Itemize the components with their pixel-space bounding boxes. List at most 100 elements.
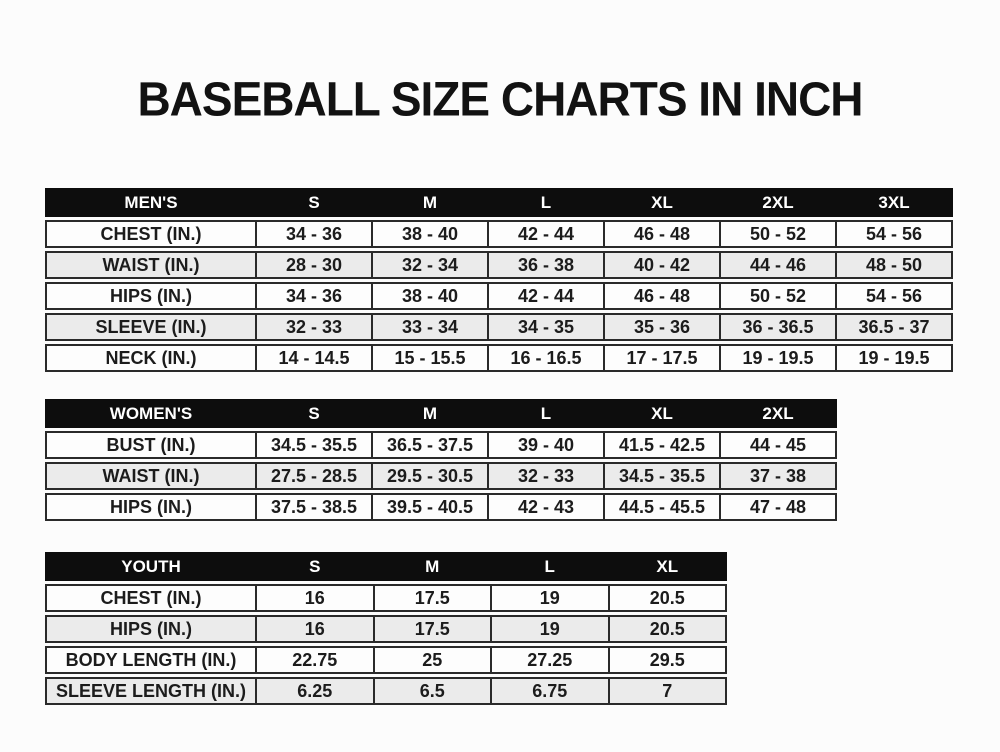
column-header: M <box>373 401 489 426</box>
column-header: M <box>373 190 489 215</box>
size-value: 29.5 - 30.5 <box>373 464 489 488</box>
size-value: 36.5 - 37.5 <box>373 433 489 457</box>
column-header: XL <box>605 190 721 215</box>
page-title: BASEBALL SIZE CHARTS IN INCH <box>137 71 863 126</box>
column-header: S <box>257 190 373 215</box>
womens-header-row: WOMEN'S S M L XL 2XL <box>45 399 837 428</box>
column-header: M <box>375 554 492 579</box>
size-value: 28 - 30 <box>257 253 373 277</box>
size-value: 34 - 35 <box>489 315 605 339</box>
size-value: 36 - 38 <box>489 253 605 277</box>
row-label: NECK (IN.) <box>47 346 257 370</box>
table-row: SLEEVE (IN.) 32 - 33 33 - 34 34 - 35 35 - 36… <box>45 313 953 341</box>
row-label: CHEST (IN.) <box>47 586 257 610</box>
size-value: 32 - 34 <box>373 253 489 277</box>
column-header: L <box>489 190 605 215</box>
size-value: 38 - 40 <box>373 284 489 308</box>
row-label: CHEST (IN.) <box>47 222 257 246</box>
size-value: 36 - 36.5 <box>721 315 837 339</box>
size-value: 54 - 56 <box>865 285 923 306</box>
size-value: 38 - 40 <box>373 222 489 246</box>
size-value: 37.5 - 38.5 <box>257 495 373 519</box>
size-value: 42 - 44 <box>489 284 605 308</box>
size-value: 19 <box>492 617 610 641</box>
column-header: S <box>257 554 375 579</box>
womens-size-table: WOMEN'S S M L XL 2XL BUST (IN.) 34.5 - 35.5 36.5… <box>45 399 837 521</box>
column-header: 3XL <box>878 192 910 212</box>
size-value: 6.75 <box>492 679 610 703</box>
tables: MEN'S S M L XL 2XL 3XL CHEST (IN.) 34 - 36 38 - 4… <box>45 188 1000 705</box>
size-value: 16 <box>257 586 375 610</box>
size-value: 36.5 - 37 <box>858 316 930 337</box>
size-value: 6.25 <box>257 679 375 703</box>
table-row: HIPS (IN.) 37.5 - 38.5 39.5 - 40.5 42 - 43 4… <box>45 493 837 521</box>
table-row: BUST (IN.) 34.5 - 35.5 36.5 - 37.5 39 - 40 4… <box>45 431 837 459</box>
mens-size-table: MEN'S S M L XL 2XL 3XL CHEST (IN.) 34 - 36 38 - 4… <box>45 188 953 372</box>
column-header: L <box>492 554 610 579</box>
size-value: 17 - 17.5 <box>605 346 721 370</box>
column-header: XL <box>656 556 679 576</box>
table-row: CHEST (IN.) 34 - 36 38 - 40 42 - 44 46 - 48 5… <box>45 220 953 248</box>
table-row: BODY LENGTH (IN.) 22.75 25 27.25 29.5 <box>45 646 727 674</box>
table-row: WAIST (IN.) 27.5 - 28.5 29.5 - 30.5 32 - 33… <box>45 462 837 490</box>
table-row: HIPS (IN.) 16 17.5 19 20.5 <box>45 615 727 643</box>
size-value: 41.5 - 42.5 <box>605 433 721 457</box>
size-value: 37 - 38 <box>749 465 807 486</box>
size-value: 40 - 42 <box>605 253 721 277</box>
size-value: 34.5 - 35.5 <box>257 433 373 457</box>
size-value: 32 - 33 <box>489 464 605 488</box>
size-value: 50 - 52 <box>721 284 837 308</box>
youth-size-table: YOUTH S M L XL CHEST (IN.) 16 17.5 19 20.5 HIPS (I… <box>45 552 727 705</box>
size-value: 19 <box>492 586 610 610</box>
row-label: HIPS (IN.) <box>47 495 257 519</box>
row-label: HIPS (IN.) <box>47 617 257 641</box>
size-value: 44 - 46 <box>721 253 837 277</box>
size-value: 39.5 - 40.5 <box>373 495 489 519</box>
column-header: L <box>489 401 605 426</box>
size-value: 15 - 15.5 <box>373 346 489 370</box>
column-header: 2XL <box>762 403 794 423</box>
table-row: CHEST (IN.) 16 17.5 19 20.5 <box>45 584 727 612</box>
size-value: 6.5 <box>375 679 492 703</box>
row-label: HIPS (IN.) <box>47 284 257 308</box>
size-value: 17.5 <box>375 586 492 610</box>
size-value: 25 <box>375 648 492 672</box>
size-value: 29.5 <box>649 649 685 670</box>
size-value: 34 - 36 <box>257 284 373 308</box>
size-value: 16 <box>257 617 375 641</box>
table-row: SLEEVE LENGTH (IN.) 6.25 6.5 6.75 7 <box>45 677 727 705</box>
column-header: XL <box>605 401 721 426</box>
row-label: WAIST (IN.) <box>47 464 257 488</box>
table-title-cell: MEN'S <box>47 190 257 215</box>
size-value: 16 - 16.5 <box>489 346 605 370</box>
size-value: 42 - 43 <box>489 495 605 519</box>
size-value: 47 - 48 <box>749 496 807 517</box>
size-value: 50 - 52 <box>721 222 837 246</box>
size-value: 32 - 33 <box>257 315 373 339</box>
table-row: NECK (IN.) 14 - 14.5 15 - 15.5 16 - 16.5 17 … <box>45 344 953 372</box>
size-value: 42 - 44 <box>489 222 605 246</box>
mens-header-row: MEN'S S M L XL 2XL 3XL <box>45 188 953 217</box>
size-value: 20.5 <box>649 587 685 608</box>
row-label: BODY LENGTH (IN.) <box>47 648 257 672</box>
table-row: HIPS (IN.) 34 - 36 38 - 40 42 - 44 46 - 48 50… <box>45 282 953 310</box>
size-value: 7 <box>662 680 673 701</box>
row-label: SLEEVE (IN.) <box>47 315 257 339</box>
column-header: S <box>257 401 373 426</box>
table-title-cell: YOUTH <box>47 554 257 579</box>
table-row: WAIST (IN.) 28 - 30 32 - 34 36 - 38 40 - 42 4… <box>45 251 953 279</box>
size-value: 48 - 50 <box>865 254 923 275</box>
size-value: 46 - 48 <box>605 284 721 308</box>
size-value: 34.5 - 35.5 <box>605 464 721 488</box>
column-header: 2XL <box>721 190 837 215</box>
size-value: 39 - 40 <box>489 433 605 457</box>
row-label: SLEEVE LENGTH (IN.) <box>47 679 257 703</box>
youth-header-row: YOUTH S M L XL <box>45 552 727 581</box>
size-value: 34 - 36 <box>257 222 373 246</box>
size-value: 46 - 48 <box>605 222 721 246</box>
size-value: 22.75 <box>257 648 375 672</box>
size-value: 17.5 <box>375 617 492 641</box>
size-value: 19 - 19.5 <box>858 347 930 368</box>
size-value: 14 - 14.5 <box>257 346 373 370</box>
